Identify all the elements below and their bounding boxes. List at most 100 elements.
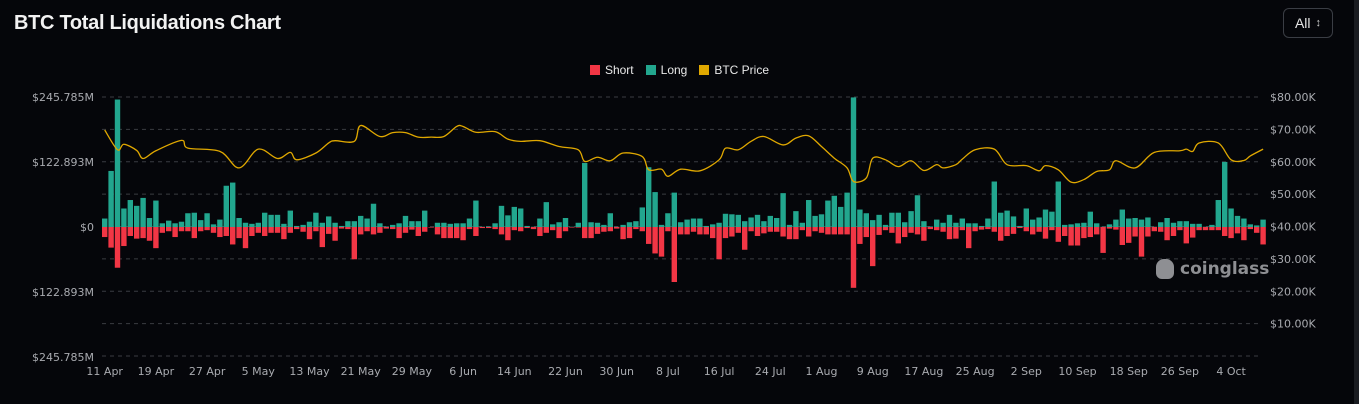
scrollbar[interactable]: [1354, 0, 1359, 404]
long-bar: [1062, 224, 1068, 227]
long-bar: [850, 97, 857, 228]
short-bar: [1132, 227, 1138, 237]
right-axis-tick: $30.00K: [1270, 253, 1316, 266]
short-bar: [735, 227, 741, 233]
short-bar: [300, 227, 306, 232]
long-bar: [1023, 208, 1029, 227]
short-bar: [1068, 227, 1074, 246]
short-bar: [1241, 227, 1247, 241]
long-bar: [479, 226, 485, 228]
long-bar: [1126, 218, 1132, 227]
long-bar: [614, 226, 620, 228]
short-bar: [818, 227, 825, 233]
long-bar: [710, 224, 716, 227]
short-bar: [665, 227, 671, 232]
long-bar: [1247, 224, 1253, 227]
short-bar: [793, 227, 799, 240]
x-axis-tick: 6 Jun: [449, 365, 477, 378]
short-bar: [1190, 227, 1196, 238]
x-axis-tick: 26 Sep: [1161, 365, 1199, 378]
short-bar: [633, 227, 639, 230]
short-bar: [863, 227, 869, 238]
short-bar: [1202, 227, 1209, 231]
long-bar: [1234, 215, 1241, 227]
short-bar: [1170, 227, 1177, 236]
long-bar: [230, 182, 236, 227]
short-bar: [556, 227, 562, 239]
short-bar: [198, 227, 204, 232]
long-bar: [262, 212, 268, 227]
long-bar: [121, 208, 127, 227]
long-bar: [857, 209, 863, 227]
long-bar: [818, 214, 825, 227]
range-select[interactable]: All ↕: [1283, 8, 1333, 38]
long-bar: [1241, 218, 1247, 227]
short-bar: [1234, 227, 1241, 234]
short-bar: [774, 227, 780, 232]
long-bar: [1196, 223, 1202, 227]
chevron-up-down-icon: ↕: [1315, 16, 1322, 29]
long-bar: [690, 218, 697, 227]
short-bar: [1151, 227, 1157, 232]
short-bar: [492, 227, 498, 230]
long-bar: [831, 195, 837, 227]
short-bar: [671, 227, 677, 283]
short-bar: [652, 227, 658, 254]
long-bar: [793, 211, 799, 227]
short-bar: [466, 227, 473, 230]
long-bar: [466, 218, 473, 227]
short-bar: [338, 227, 345, 229]
long-bar: [204, 213, 210, 227]
short-bar: [377, 227, 383, 233]
short-bar: [114, 227, 121, 268]
long-bar: [665, 213, 671, 227]
short-bar: [255, 227, 261, 233]
short-bar: [729, 227, 735, 237]
long-bar: [671, 192, 677, 227]
short-bar: [486, 227, 492, 229]
short-bar: [262, 227, 268, 236]
x-axis-tick: 10 Sep: [1058, 365, 1096, 378]
long-bar: [505, 215, 511, 227]
short-bar: [364, 227, 370, 232]
long-bar: [249, 223, 255, 227]
long-bar: [1177, 221, 1183, 227]
legend-item-short[interactable]: Short: [589, 63, 634, 77]
long-bar: [159, 223, 165, 227]
short-bar: [1254, 227, 1260, 233]
short-bar: [396, 227, 402, 239]
long-bar: [396, 223, 402, 227]
left-axis-tick: $245.785M: [32, 351, 94, 364]
long-bar: [908, 211, 914, 227]
short-bar: [1228, 227, 1234, 239]
long-bar: [1100, 226, 1106, 228]
short-bar: [185, 227, 191, 232]
left-axis-tick: $0: [80, 221, 94, 234]
short-bar: [594, 227, 601, 234]
long-bar: [959, 218, 965, 227]
short-bar: [204, 227, 210, 231]
short-bar: [210, 227, 217, 233]
legend-item-btc-price[interactable]: BTC Price: [699, 63, 769, 77]
long-bar: [1074, 223, 1081, 227]
long-bar: [1222, 161, 1228, 227]
long-bar: [620, 224, 626, 227]
long-bar: [537, 218, 543, 227]
short-bar: [991, 227, 997, 232]
x-axis-tick: 2 Sep: [1011, 365, 1042, 378]
long-bar: [582, 163, 588, 227]
short-bar: [889, 227, 895, 233]
right-axis-tick: $10.00K: [1270, 318, 1316, 331]
long-bar: [729, 214, 735, 227]
short-bar: [153, 227, 159, 249]
long-bar: [953, 222, 959, 227]
short-bar: [1004, 227, 1010, 236]
legend-item-long[interactable]: Long: [645, 63, 687, 77]
short-bar: [159, 227, 165, 233]
short-bar: [902, 227, 908, 238]
short-bar: [473, 227, 479, 236]
short-bar: [761, 227, 767, 234]
long-bar: [838, 206, 844, 227]
long-bar: [844, 192, 850, 227]
short-bar: [690, 227, 697, 232]
